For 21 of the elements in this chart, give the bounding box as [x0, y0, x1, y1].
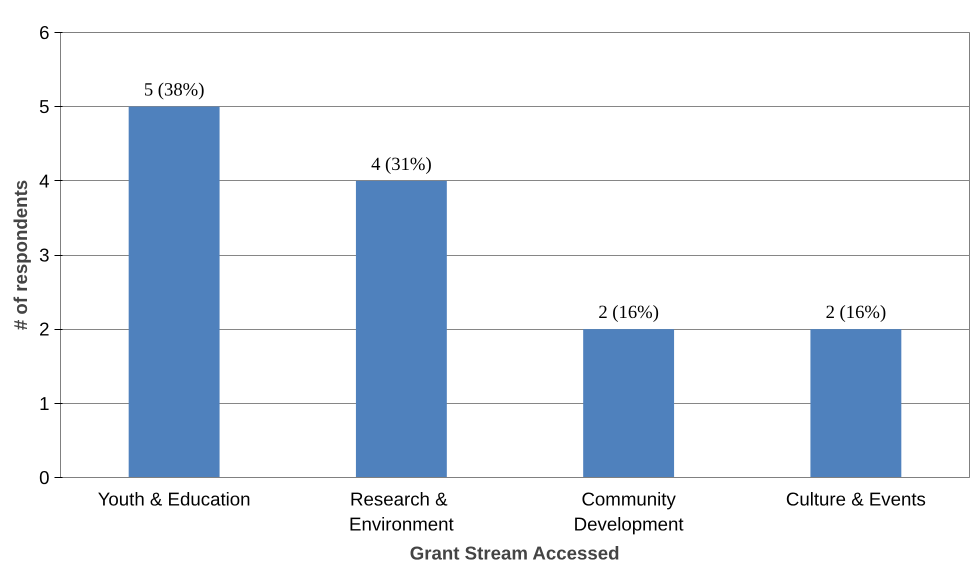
x-tick-label: Youth & Education — [98, 488, 251, 510]
data-label: 2 (16%) — [826, 302, 886, 324]
x-tick-label: Community Development — [574, 488, 684, 535]
bar — [583, 329, 674, 478]
bar — [810, 329, 902, 478]
y-tick-label: 4 — [39, 170, 50, 192]
x-axis-title: Grant Stream Accessed — [410, 542, 620, 564]
bar — [356, 180, 447, 478]
y-tick-label: 3 — [39, 244, 50, 266]
x-tick-label: Culture & Events — [786, 488, 926, 510]
y-axis-title: # of respondents — [10, 180, 32, 330]
data-label: 5 (38%) — [144, 80, 204, 101]
data-label: 2 (16%) — [598, 302, 659, 324]
bar — [128, 106, 220, 478]
y-tick-label: 6 — [39, 22, 50, 43]
y-tick-label: 5 — [39, 96, 50, 118]
x-tick-label: Research & Environment — [349, 488, 455, 535]
y-tick-label: 2 — [39, 318, 50, 340]
data-label: 4 (31%) — [371, 154, 432, 175]
y-tick-label: 0 — [39, 467, 50, 488]
y-tick-label: 1 — [39, 392, 50, 414]
